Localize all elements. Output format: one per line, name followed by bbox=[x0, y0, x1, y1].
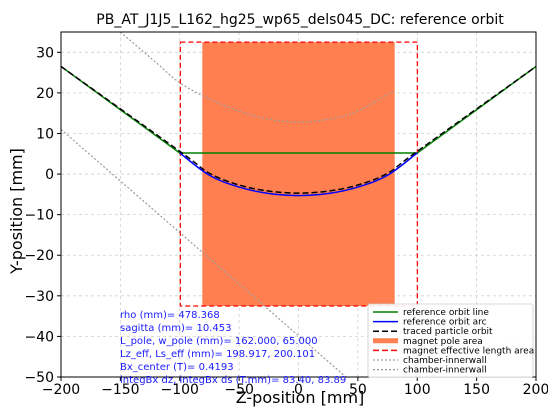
info-bx: Bx_center (T)= 0.4193 bbox=[120, 362, 234, 373]
series-group bbox=[61, 32, 536, 377]
y-tick-label: −20 bbox=[24, 248, 54, 264]
legend-label: reference orbit arc bbox=[403, 318, 487, 328]
info-sagitta: sagitta (mm)= 10.453 bbox=[120, 323, 231, 334]
legend-box bbox=[367, 303, 534, 378]
info-integ: integBx dz, integBx ds (T.mm)= 83.40, 83… bbox=[120, 375, 346, 386]
y-tick-label: −10 bbox=[24, 208, 54, 224]
y-tick-label: 10 bbox=[36, 126, 54, 142]
x-tick-label: 50 bbox=[349, 382, 367, 398]
y-tick-label: 0 bbox=[45, 167, 54, 183]
info-pole: L_pole, w_pole (mm)= 162.000, 65.000 bbox=[120, 336, 318, 347]
series-line-reference-orbit-arc bbox=[179, 152, 418, 197]
info-eff: Lz_eff, Ls_eff (mm)= 198.917, 200.101 bbox=[120, 349, 315, 360]
x-tick-label: 150 bbox=[463, 382, 490, 398]
legend-label: traced particle orbit bbox=[403, 327, 493, 337]
legend-label: chamber-innerwall bbox=[403, 366, 487, 376]
x-tick-label: −150 bbox=[101, 382, 139, 398]
chart-title: PB_AT_J1J5_L162_hg25_wp65_dels045_DC: re… bbox=[96, 12, 504, 28]
y-tick-label: −30 bbox=[24, 289, 54, 305]
series-line-chamber-innerwall bbox=[119, 32, 394, 123]
x-tick-label: −50 bbox=[224, 382, 254, 398]
x-tick-label: 200 bbox=[523, 382, 548, 398]
legend-label: reference orbit line bbox=[403, 308, 489, 318]
plot-area: −200 −150 −100 −50 0 50 100 150 200−50−40−30−20−… bbox=[24, 31, 548, 398]
legend-label: magnet pole area bbox=[403, 337, 483, 347]
series-line-traced-particle-orbit bbox=[61, 65, 536, 194]
magnet-effective-length-area bbox=[179, 41, 419, 307]
legend-label: magnet effective length area bbox=[403, 346, 534, 356]
x-tick-label: −100 bbox=[161, 382, 199, 398]
magnet-pole-area bbox=[202, 42, 395, 306]
y-tick-label: 30 bbox=[36, 45, 54, 61]
info-rho: rho (mm)= 478.368 bbox=[120, 310, 220, 321]
x-tick-label: 100 bbox=[404, 382, 431, 398]
x-tick-label: −200 bbox=[42, 382, 80, 398]
info-block: rho (mm)= 478.368 sagitta (mm)= 10.453 L… bbox=[120, 310, 346, 386]
y-axis-label: Y-position [mm] bbox=[7, 148, 26, 275]
legend-label: chamber-innerwall bbox=[403, 356, 487, 366]
y-tick-label: 20 bbox=[36, 86, 54, 102]
series-line-chamber-innerwall bbox=[61, 128, 347, 377]
x-tick-label: 0 bbox=[294, 382, 303, 398]
y-tick-label: −50 bbox=[24, 370, 54, 386]
x-axis-label: Z-position [mm] bbox=[236, 388, 365, 407]
y-tick-label: −40 bbox=[24, 329, 54, 345]
